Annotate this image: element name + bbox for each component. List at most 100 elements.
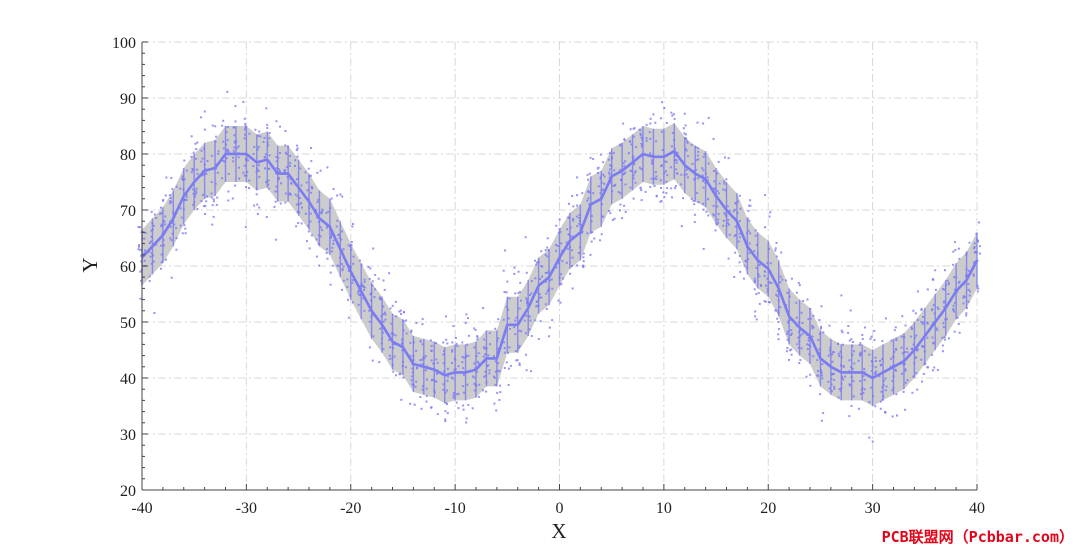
scatter-point [371,314,374,317]
scatter-point [185,194,188,196]
scatter-point [284,130,287,132]
scatter-point [192,169,195,172]
scatter-point [842,366,845,369]
scatter-point [707,162,710,165]
scatter-point [461,341,464,344]
scatter-point [619,168,622,171]
scatter-point [768,281,771,284]
scatter-point [488,369,491,372]
scatter-point [790,334,792,336]
scatter-point [451,377,454,380]
scatter-point [565,241,568,244]
scatter-point [790,277,793,280]
scatter-point [546,237,549,240]
scatter-point [445,315,447,318]
scatter-point [821,374,823,377]
scatter-point [850,338,853,341]
scatter-point [718,182,721,185]
scatter-point [910,348,913,350]
scatter-point [204,204,207,207]
scatter-point [654,171,657,174]
scatter-point [358,294,361,297]
scatter-point [738,261,741,264]
scatter-point [953,310,955,313]
scatter-point [676,151,679,154]
scatter-point [818,348,821,351]
scatter-point [152,260,155,263]
scatter-point [921,345,924,347]
scatter-point [519,281,522,284]
scatter-point [493,376,496,379]
scatter-point [210,181,213,183]
scatter-point [609,168,611,171]
scatter-point [622,162,625,165]
scatter-point [716,172,719,175]
scatter-point [651,159,654,162]
scatter-point [445,338,448,341]
scatter-point [494,370,497,373]
scatter-point [351,281,354,284]
scatter-point [597,166,600,169]
scatter-point [902,390,905,393]
scatter-point [179,187,182,190]
scatter-point [137,248,140,251]
scatter-point [684,124,687,127]
scatter-point [359,285,362,287]
scatter-point [712,187,715,190]
x-tick-label: 40 [969,500,985,517]
scatter-point [890,339,893,342]
scatter-point [294,164,296,167]
scatter-point [342,248,345,251]
scatter-point [505,361,508,364]
scatter-point [243,137,246,140]
scatter-point [717,160,720,163]
scatter-point [268,137,271,140]
scatter-point [529,294,531,296]
scatter-point [451,350,454,353]
scatter-point [335,225,338,228]
scatter-point [641,144,644,147]
scatter-point [306,189,309,192]
scatter-point [452,394,455,397]
scatter-point [569,272,572,275]
scatter-point [852,395,855,398]
scatter-point [169,200,172,202]
scatter-point [738,220,741,222]
scatter-point [494,327,497,330]
scatter-point [457,407,460,410]
scatter-point [934,269,937,272]
scatter-point [738,194,741,197]
scatter-point [149,255,152,258]
scatter-point [222,147,225,150]
scatter-point [497,318,500,321]
scatter-point [347,244,350,247]
scatter-point [942,301,945,304]
scatter-point [644,190,647,193]
scatter-point [753,281,756,284]
scatter-point [900,335,903,338]
scatter-point [184,232,187,235]
scatter-point [193,195,196,198]
scatter-point [749,204,752,207]
scatter-point [757,292,760,295]
scatter-point [805,375,808,378]
scatter-point [204,213,206,215]
scatter-point [139,297,142,300]
scatter-point [764,300,767,303]
scatter-point [326,166,329,169]
scatter-point [390,322,393,325]
scatter-point [559,230,562,233]
scatter-point [289,192,291,195]
scatter-point [670,187,673,190]
scatter-point [514,319,517,322]
scatter-point [738,236,741,239]
scatter-point [973,246,976,249]
scatter-point [586,199,589,202]
scatter-point [279,202,282,205]
scatter-point [629,186,632,189]
scatter-point [288,164,291,167]
scatter-point [863,368,866,371]
scatter-point [859,342,862,345]
scatter-point [389,346,392,349]
scatter-point [155,217,158,219]
